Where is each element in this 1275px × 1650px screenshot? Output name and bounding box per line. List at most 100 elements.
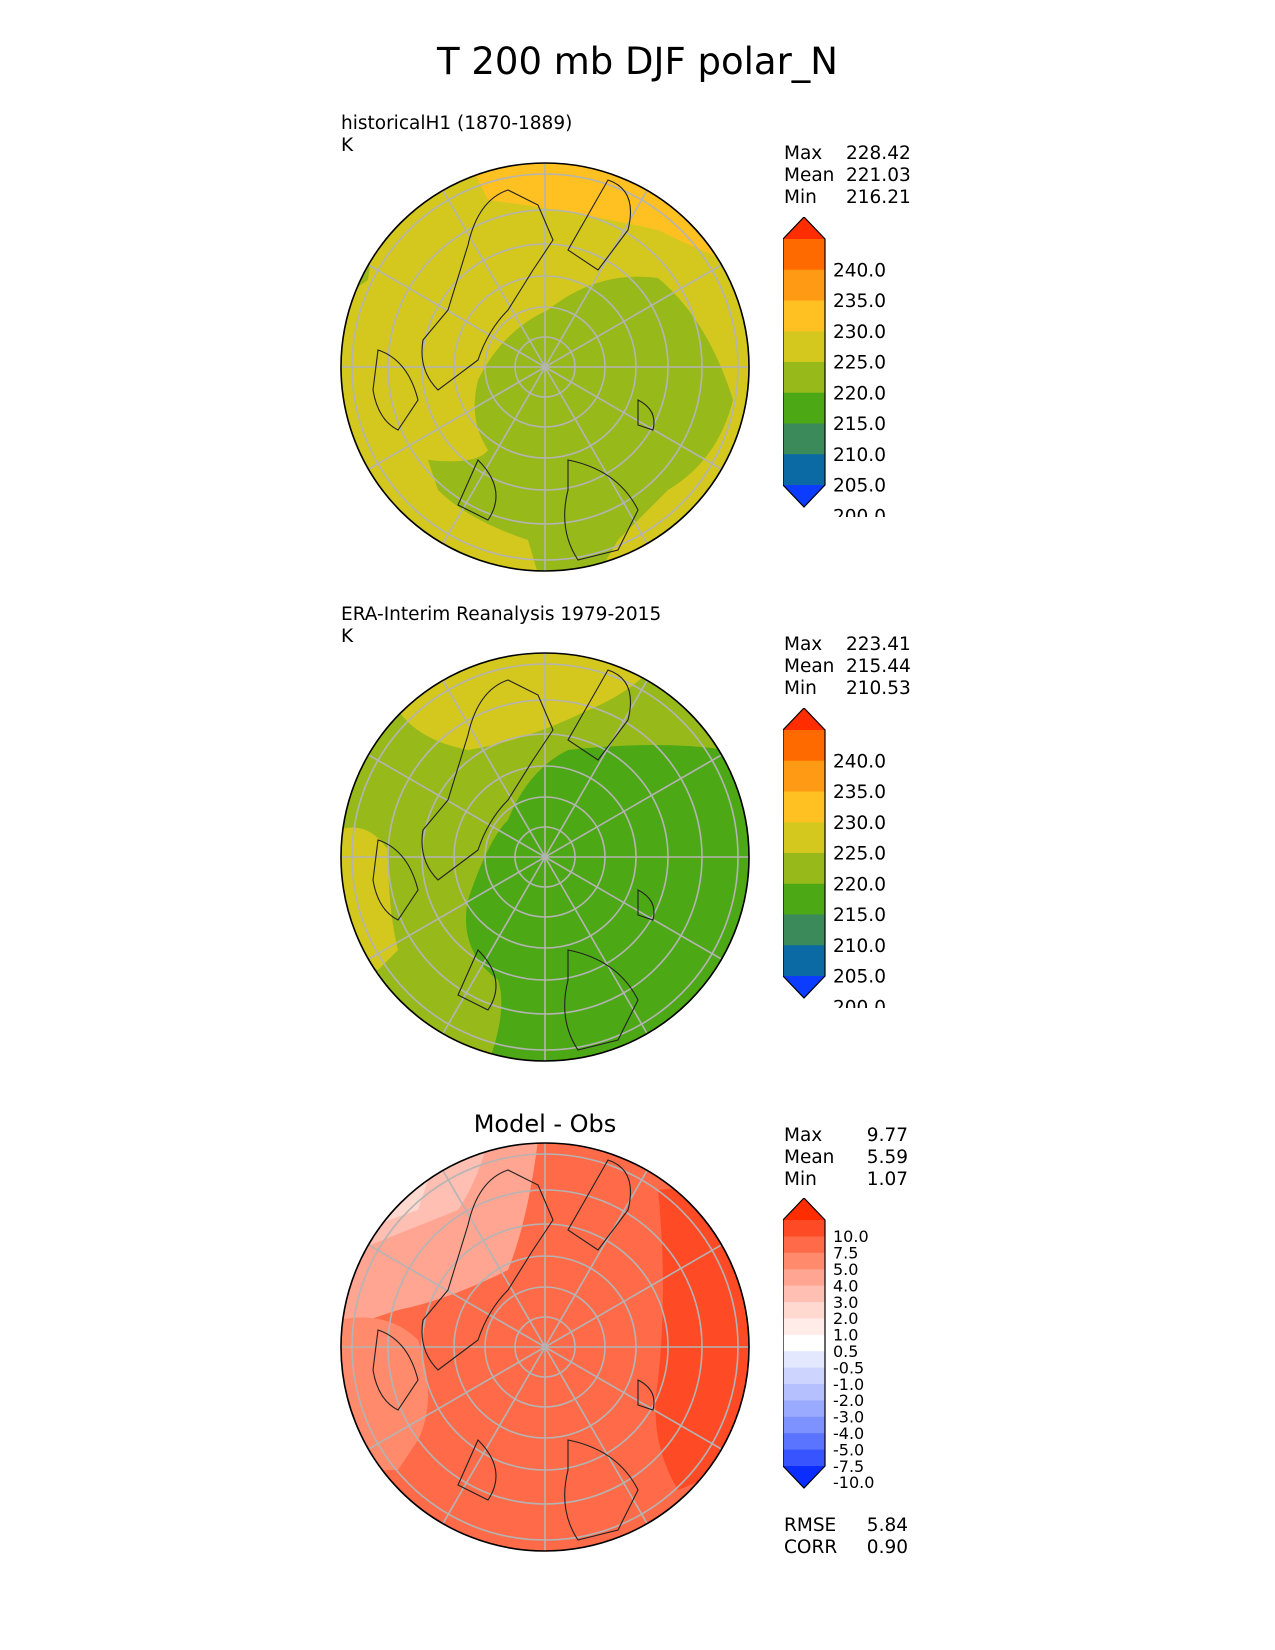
stat-value: 9.77: [866, 1125, 908, 1146]
colorbar-segment: [783, 708, 825, 730]
colorbar-segment: [783, 914, 825, 946]
stat-value: 1.07: [866, 1169, 908, 1190]
contour-fill: [428, 276, 733, 571]
panel-3-stats: Max 9.77 Mean 5.59 Min 1.07: [784, 1125, 908, 1191]
graticule: [341, 1143, 749, 1551]
colorbar-tick-label: 230.0: [833, 813, 886, 834]
colorbar-tick-label: 0.5: [833, 1342, 858, 1361]
panel-1-stats: Max 228.42 Mean 221.03 Min 216.21: [784, 143, 911, 209]
colorbar-tick-label: 4.0: [833, 1276, 858, 1295]
figure-title: T 200 mb DJF polar_N: [437, 40, 838, 83]
colorbar-segment: [783, 791, 825, 823]
stat-name: Min: [784, 187, 817, 208]
contour-fill: [341, 1317, 428, 1470]
stat-value: 5.59: [866, 1147, 908, 1168]
colorbar-tick-label: 235.0: [833, 782, 886, 803]
colorbar-segment: [783, 392, 825, 424]
colorbar-segment: [783, 217, 825, 239]
colorbar-segment: [783, 239, 825, 271]
colorbar-segment: [783, 1220, 825, 1237]
panel-1-header: historicalH1 (1870-1889) K: [341, 113, 572, 157]
metric-name: RMSE: [784, 1515, 837, 1536]
colorbar-segment: [783, 331, 825, 363]
colorbar-segment: [783, 1318, 825, 1336]
colorbar-tick-label: -10.0: [833, 1473, 874, 1492]
colorbar-tick-label: 215.0: [833, 414, 886, 435]
panel-2-header: ERA-Interim Reanalysis 1979-2015 K: [341, 604, 661, 648]
graticule: [341, 163, 749, 571]
colorbar-tick-label: 220.0: [833, 383, 886, 404]
colorbar-tick-label: -4.0: [833, 1424, 864, 1443]
stat-name: Max: [784, 634, 823, 655]
colorbar-tick-label: 225.0: [833, 353, 886, 374]
colorbar-tick-label: -0.5: [833, 1358, 864, 1377]
stat-name: Mean: [784, 656, 835, 677]
colorbar-segment: [783, 1466, 825, 1488]
metric-value: 5.84: [866, 1515, 908, 1536]
polar-map-diff: [340, 1142, 750, 1552]
colorbar-segment: [783, 1285, 825, 1303]
colorbar-outline: [783, 708, 826, 999]
colorbar-tick-label: 5.0: [833, 1260, 858, 1279]
stat-value: 221.03: [846, 165, 911, 186]
map-boundary: [340, 162, 750, 572]
colorbar-segment: [783, 362, 825, 394]
stat-name: Max: [784, 1125, 823, 1146]
colorbar-segment: [783, 730, 825, 762]
panel-1-label: historicalH1 (1870-1889): [341, 113, 573, 134]
colorbar-tick-label: 240.0: [833, 260, 886, 281]
colorbar-segment: [783, 1367, 825, 1385]
colorbar-outline: [783, 1198, 826, 1489]
colorbar-segment: [783, 454, 825, 486]
panel-2-units: K: [341, 626, 354, 647]
coastlines: [372, 1159, 655, 1541]
colorbar-segment: [783, 945, 825, 977]
colorbar-segment: [783, 1334, 825, 1352]
colorbar-tick-label: -5.0: [833, 1440, 864, 1459]
colorbar-tick-label: -1.0: [833, 1375, 864, 1394]
contour-fill: [466, 745, 749, 1061]
stat-value: 210.53: [846, 678, 911, 699]
colorbar-segment: [783, 822, 825, 854]
colorbar-segment: [783, 883, 825, 915]
colorbar-tick-label: 225.0: [833, 844, 886, 865]
colorbar-tick-label: 3.0: [833, 1293, 858, 1312]
coastlines: [372, 179, 655, 561]
stat-name: Mean: [784, 165, 835, 186]
colorbar-tick-label: 200.0: [833, 506, 886, 517]
colorbar-outline: [783, 217, 826, 508]
stat-value: 223.41: [846, 634, 911, 655]
panel-1-units: K: [341, 135, 354, 156]
colorbar-segment: [783, 853, 825, 885]
colorbar-tick-label: 1.0: [833, 1326, 858, 1345]
colorbar-tick-label: 240.0: [833, 751, 886, 772]
colorbar-segment: [783, 1433, 825, 1451]
map-boundary: [340, 1142, 750, 1552]
stat-name: Min: [784, 678, 817, 699]
colorbar-tick-label: -2.0: [833, 1391, 864, 1410]
colorbar-tick-label: -3.0: [833, 1408, 864, 1427]
colorbar-segment: [783, 760, 825, 792]
metric-value: 0.90: [866, 1537, 908, 1558]
polar-map-model: [340, 162, 750, 572]
graticule: [341, 653, 749, 1061]
colorbar-tick-label: 205.0: [833, 476, 886, 497]
colorbar-tick-label: 230.0: [833, 322, 886, 343]
colorbar-segment: [783, 1384, 825, 1401]
colorbar-segment: [783, 1198, 825, 1220]
panel-2-stats: Max 223.41 Mean 215.44 Min 210.53: [784, 634, 911, 700]
map-boundary: [340, 652, 750, 1062]
stat-name: Mean: [784, 1147, 835, 1168]
colorbar-tick-label: 220.0: [833, 874, 886, 895]
stat-name: Max: [784, 143, 823, 164]
panel-3-title: Model - Obs: [473, 1110, 617, 1138]
colorbar-field-1: 240.0 235.0 230.0 225.0 220.0 215.0 210.0 205.0…: [783, 217, 886, 517]
stat-value: 216.21: [846, 187, 911, 208]
panel-2-label: ERA-Interim Reanalysis 1979-2015: [341, 604, 662, 625]
colorbar-tick-label: 2.0: [833, 1309, 858, 1328]
colorbar-tick-label: 215.0: [833, 905, 886, 926]
metric-name: CORR: [784, 1537, 838, 1558]
colorbar-segment: [783, 300, 825, 332]
colorbar-segment: [783, 1302, 825, 1319]
colorbar-tick-label: 10.0: [833, 1227, 869, 1246]
